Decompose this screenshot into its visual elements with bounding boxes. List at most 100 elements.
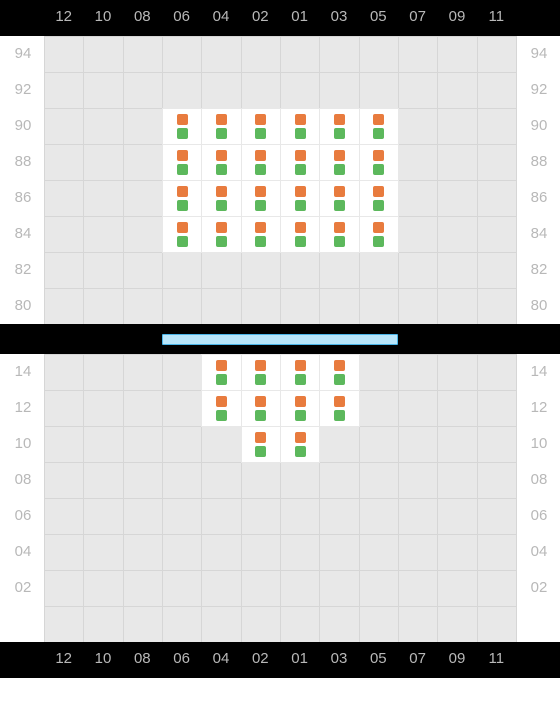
row-label: 12 [6, 399, 40, 416]
separator-bar [162, 334, 398, 345]
status-dot-green [295, 410, 306, 421]
status-dot-orange [373, 222, 384, 233]
status-dot-orange [373, 186, 384, 197]
row-label: 92 [522, 81, 556, 98]
status-dot-orange [334, 114, 345, 125]
top-col-labels: 121008060402010305070911 [0, 0, 560, 36]
rack-cell[interactable] [319, 108, 359, 145]
row-label: 82 [522, 261, 556, 278]
status-dot-green [177, 164, 188, 175]
rack-cell[interactable] [162, 216, 202, 253]
status-dot-orange [334, 150, 345, 161]
status-dot-green [216, 164, 227, 175]
status-dot-green [295, 374, 306, 385]
rack-cell[interactable] [201, 108, 241, 145]
rack-cell[interactable] [319, 216, 359, 253]
col-label: 04 [211, 8, 231, 25]
row-label: 88 [522, 153, 556, 170]
rack-cell[interactable] [280, 354, 320, 391]
col-label: 11 [486, 8, 506, 25]
rack-cell[interactable] [359, 144, 399, 181]
status-dot-orange [216, 114, 227, 125]
rack-cell[interactable] [241, 426, 281, 463]
rack-cell[interactable] [201, 390, 241, 427]
rack-cell[interactable] [319, 354, 359, 391]
status-dot-green [373, 128, 384, 139]
status-dot-orange [295, 432, 306, 443]
row-label: 94 [6, 45, 40, 62]
status-dot-green [255, 410, 266, 421]
col-label: 03 [329, 650, 349, 667]
rack-cell[interactable] [201, 144, 241, 181]
status-dot-green [255, 446, 266, 457]
col-label: 03 [329, 8, 349, 25]
rack-cell[interactable] [359, 216, 399, 253]
rack-cell[interactable] [241, 180, 281, 217]
rack-cell[interactable] [241, 216, 281, 253]
row-label: 12 [522, 399, 556, 416]
row-label: 04 [6, 543, 40, 560]
rack-cell[interactable] [359, 108, 399, 145]
rack-cell[interactable] [280, 426, 320, 463]
rack-cell[interactable] [201, 216, 241, 253]
rack-cell[interactable] [319, 144, 359, 181]
status-dot-green [295, 200, 306, 211]
rack-cell[interactable] [241, 108, 281, 145]
col-label: 11 [486, 650, 506, 667]
rack-cell[interactable] [241, 390, 281, 427]
row-label: 90 [522, 117, 556, 134]
status-dot-green [295, 164, 306, 175]
status-dot-green [216, 128, 227, 139]
rack-cell[interactable] [241, 354, 281, 391]
rack-cell[interactable] [162, 144, 202, 181]
status-dot-green [334, 128, 345, 139]
status-dot-orange [295, 114, 306, 125]
status-dot-green [334, 200, 345, 211]
row-label: 86 [522, 189, 556, 206]
row-label: 88 [6, 153, 40, 170]
rack-cell[interactable] [201, 354, 241, 391]
status-dot-green [177, 128, 188, 139]
status-dot-orange [177, 222, 188, 233]
rack-cell[interactable] [162, 108, 202, 145]
rack-cell[interactable] [201, 180, 241, 217]
status-dot-orange [216, 396, 227, 407]
status-dot-orange [334, 360, 345, 371]
bottom-col-labels: 121008060402010305070911 [0, 642, 560, 678]
status-dot-green [373, 236, 384, 247]
rack-cell[interactable] [280, 216, 320, 253]
row-label: 90 [6, 117, 40, 134]
status-dot-orange [177, 114, 188, 125]
col-label: 12 [54, 650, 74, 667]
status-dot-orange [373, 114, 384, 125]
row-label: 02 [6, 579, 40, 596]
rack-cell[interactable] [319, 180, 359, 217]
rack-cell[interactable] [280, 144, 320, 181]
col-label: 12 [54, 8, 74, 25]
row-label: 84 [6, 225, 40, 242]
row-label: 10 [522, 435, 556, 452]
status-dot-green [334, 164, 345, 175]
status-dot-orange [216, 150, 227, 161]
status-dot-green [334, 236, 345, 247]
rack-cell[interactable] [162, 180, 202, 217]
rack-cell[interactable] [280, 180, 320, 217]
row-label: 14 [522, 363, 556, 380]
rack-cell[interactable] [241, 144, 281, 181]
rack-cell[interactable] [359, 180, 399, 217]
status-dot-green [295, 236, 306, 247]
status-dot-orange [216, 360, 227, 371]
status-dot-green [216, 200, 227, 211]
row-label: 92 [6, 81, 40, 98]
row-label: 84 [522, 225, 556, 242]
status-dot-green [255, 200, 266, 211]
rack-cell[interactable] [319, 390, 359, 427]
col-label: 07 [408, 650, 428, 667]
status-dot-orange [255, 186, 266, 197]
col-label: 09 [447, 8, 467, 25]
rack-cell[interactable] [280, 108, 320, 145]
status-dot-orange [255, 432, 266, 443]
rack-cell[interactable] [280, 390, 320, 427]
status-dot-orange [334, 186, 345, 197]
status-dot-orange [373, 150, 384, 161]
